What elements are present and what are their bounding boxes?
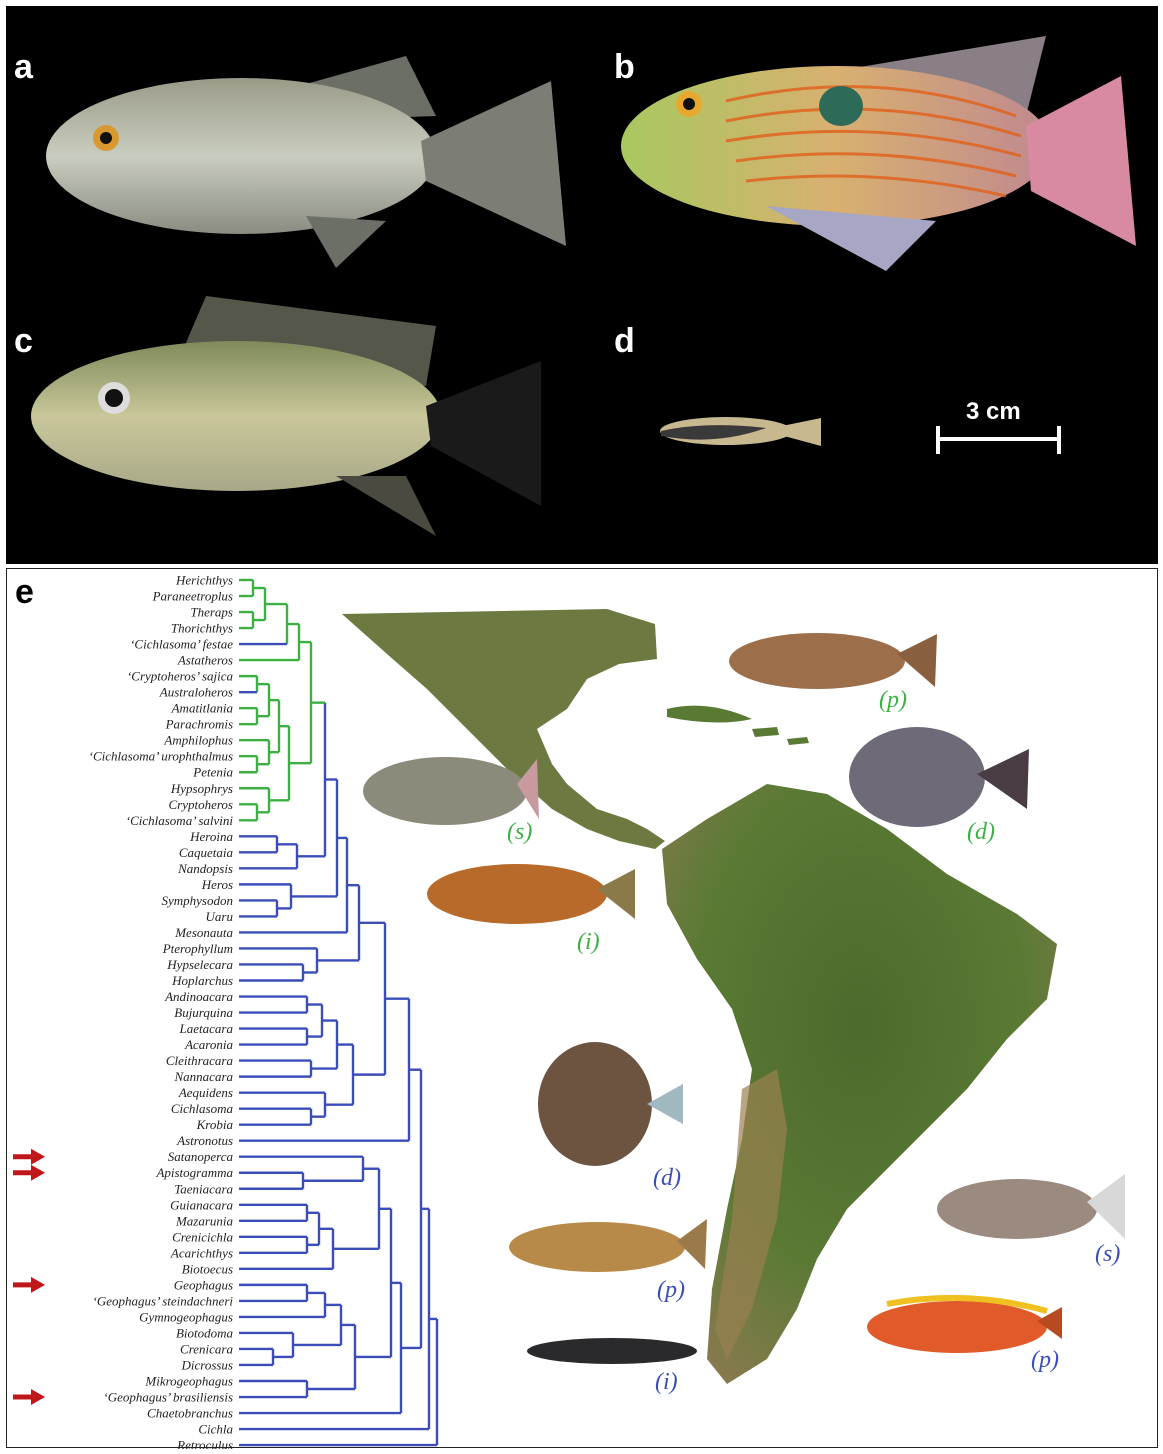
taxon-label: Mikrogeophagus (144, 1374, 233, 1389)
taxon-label: ‘Cichlasoma’ urophthalmus (89, 749, 233, 764)
guild-label-p-green: (p) (879, 687, 907, 713)
panel-label-e: e (15, 573, 34, 611)
taxon-label: Bujurquina (174, 1005, 233, 1020)
guild-label-p-blue-2: (p) (1031, 1347, 1059, 1373)
red-arrow-icon (13, 1389, 45, 1406)
taxon-label: Heros (201, 877, 233, 892)
taxon-label: Parachromis (165, 717, 233, 732)
taxon-label: Dicrossus (180, 1357, 233, 1372)
taxon-label: Astronotus (176, 1133, 233, 1148)
taxon-label: Symphysodon (162, 893, 234, 908)
taxon-label: Laetacara (179, 1021, 234, 1036)
taxon-label: Nandopsis (177, 861, 233, 876)
taxon-label: Acarichthys (170, 1245, 233, 1260)
fish-photos-svg (31, 36, 1136, 536)
fish-photo-i-green (427, 864, 635, 924)
fish-photo-panel: a b c d (6, 6, 1158, 564)
taxon-label: Petenia (192, 765, 233, 780)
fish-photo-p-green (729, 633, 937, 689)
taxon-label: Satanoperca (168, 1149, 234, 1164)
taxon-label: Amatitlania (171, 701, 234, 716)
taxon-label: Australoheros (159, 685, 233, 700)
fish-a-photo (46, 56, 566, 268)
taxon-label: Cichlasoma (171, 1101, 234, 1116)
guild-label-d-blue: (d) (653, 1165, 681, 1191)
fish-photo-d-blue (538, 1042, 683, 1166)
fish-d-photo (660, 417, 821, 446)
taxon-label: Astatheros (177, 653, 233, 668)
red-arrow-icon (13, 1148, 45, 1165)
taxon-label: Acaronia (184, 1037, 233, 1052)
taxon-label: Heroina (189, 829, 233, 844)
taxon-label: Guianacara (170, 1197, 233, 1212)
taxon-label: Geophagus (174, 1277, 233, 1292)
taxon-label: ‘Cryptoheros’ sajica (127, 669, 234, 684)
red-arrow-icon (13, 1276, 45, 1293)
taxon-label: Hypselecara (166, 957, 233, 972)
guild-label-s-green: (s) (507, 819, 533, 845)
taxon-label: Herichthys (175, 573, 233, 588)
taxon-label: ‘Cichlasoma’ festae (130, 637, 233, 652)
phylogeny-map-panel: e (p) (d) (s) (i) (d) (s) (p) (p) (i) Herichthys… (6, 568, 1158, 1449)
taxon-label: Amphilophus (163, 733, 233, 748)
taxon-label: Pterophyllum (162, 941, 233, 956)
panel-label-c: c (14, 322, 33, 360)
fish-photo-i-blue (527, 1338, 697, 1364)
taxon-label: Paraneetroplus (152, 589, 233, 604)
taxon-label: Nannacara (174, 1069, 234, 1084)
taxon-label: Caquetaia (179, 845, 234, 860)
taxon-label: Hypsophrys (170, 781, 233, 796)
taxon-label: Gymnogeophagus (139, 1309, 233, 1324)
fish-photo-d-green (849, 727, 1029, 827)
panel-label-d: d (614, 322, 635, 360)
scale-bar (936, 426, 1061, 454)
taxon-label: Cichla (198, 1422, 233, 1437)
red-arrow-icon (13, 1164, 45, 1181)
taxon-label: Cryptoheros (168, 797, 233, 812)
taxon-label: Crenicara (180, 1341, 233, 1356)
taxon-label: Theraps (190, 605, 233, 620)
scale-bar-label: 3 cm (966, 398, 1021, 425)
taxon-label: Biotodoma (176, 1325, 234, 1340)
taxon-label: ‘Geophagus’ steindachneri (93, 1293, 234, 1308)
panel-label-b: b (614, 48, 635, 86)
taxon-label: Aequidens (178, 1085, 233, 1100)
taxon-label: Crenicichla (172, 1229, 233, 1244)
taxon-label: Chaetobranchus (147, 1406, 233, 1421)
fish-b-photo (621, 36, 1136, 271)
taxon-label: Taeniacara (174, 1181, 233, 1196)
taxon-label: Apistogramma (155, 1165, 233, 1180)
taxon-label: Mesonauta (174, 925, 233, 940)
taxon-label: Mazarunia (175, 1213, 234, 1228)
fish-photo-p-blue-2 (867, 1294, 1062, 1353)
taxon-label: Retroculus (176, 1438, 233, 1449)
taxon-label: Hoplarchus (171, 973, 233, 988)
taxon-label: Andinoacara (164, 989, 233, 1004)
fish-photo-p-blue-1 (509, 1219, 707, 1272)
taxon-label: Krobia (196, 1117, 234, 1132)
guild-label-d-green: (d) (967, 819, 995, 845)
guild-label-i-blue: (i) (655, 1369, 678, 1395)
taxon-label: Biotoecus (182, 1261, 233, 1276)
panel-label-a: a (14, 48, 33, 86)
taxon-label: ‘Cichlasoma’ salvini (126, 813, 234, 828)
guild-label-p-blue-1: (p) (657, 1277, 685, 1303)
taxon-label: ‘Geophagus’ brasiliensis (103, 1390, 233, 1405)
taxon-label: Uaru (206, 909, 234, 924)
taxon-label: Thorichthys (171, 621, 233, 636)
taxon-label: Cleithracara (166, 1053, 234, 1068)
guild-label-i-green: (i) (577, 929, 600, 955)
fish-photo-s-blue (937, 1174, 1125, 1239)
fish-photo-s-green (363, 757, 539, 825)
fish-c-photo (31, 296, 541, 536)
guild-label-s-blue: (s) (1095, 1241, 1121, 1267)
phylogeny-tree: HerichthysParaneetroplusTherapsThorichth… (13, 573, 439, 1449)
caribbean-islands (667, 705, 752, 723)
map-and-fish-svg (342, 609, 1125, 1384)
central-america-map (342, 609, 665, 849)
